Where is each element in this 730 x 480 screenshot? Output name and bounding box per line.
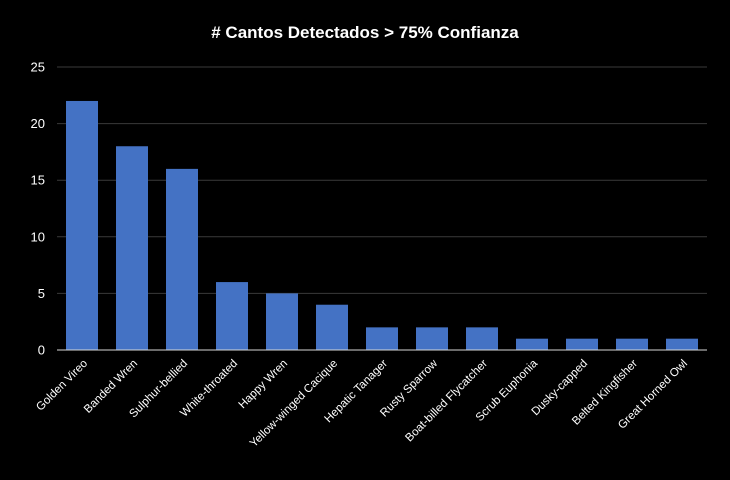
bar <box>366 327 398 350</box>
bar <box>116 146 148 350</box>
y-tick-label: 15 <box>31 173 45 188</box>
bar <box>216 282 248 350</box>
chart-title: # Cantos Detectados > 75% Confianza <box>211 23 519 42</box>
bar <box>166 168 198 350</box>
x-tick-label: Golden Vireo <box>34 358 90 414</box>
y-tick-label: 10 <box>31 229 45 244</box>
bar <box>466 327 498 350</box>
y-tick-label: 0 <box>38 343 45 358</box>
y-axis-ticks: 0 5 10 15 20 25 <box>31 60 45 358</box>
bar <box>566 338 598 350</box>
y-tick-label: 25 <box>31 60 45 75</box>
bar <box>516 338 548 350</box>
x-tick-label: Yellow-winged Cacique <box>248 358 340 450</box>
bar <box>616 338 648 350</box>
bar <box>416 327 448 350</box>
bars <box>66 100 698 351</box>
y-tick-label: 20 <box>31 116 45 131</box>
bar <box>66 100 98 351</box>
x-tick-label: Happy Wren <box>237 358 291 412</box>
bar <box>666 338 698 350</box>
x-tick-label: Boat-billed Flycatcher <box>403 358 490 445</box>
bar <box>316 304 348 350</box>
bar <box>266 293 298 350</box>
y-tick-label: 5 <box>38 286 45 301</box>
gridlines <box>57 66 707 294</box>
